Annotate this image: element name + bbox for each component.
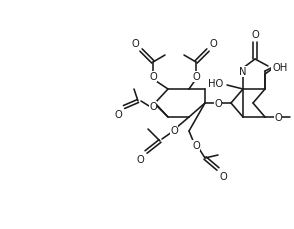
Text: O: O [136,154,144,164]
Text: O: O [220,171,228,181]
Text: O: O [131,39,139,49]
Text: O: O [251,30,259,40]
Text: OH: OH [272,65,287,75]
Text: N: N [239,67,247,77]
Text: HO: HO [208,79,223,89]
Text: O: O [214,98,222,109]
Text: O: O [210,39,218,49]
Text: O: O [149,101,157,112]
Text: OH: OH [273,63,288,73]
Text: O: O [192,72,200,82]
Text: O: O [114,109,122,120]
Text: O: O [149,72,157,82]
Text: O: O [274,112,282,123]
Text: O: O [170,125,178,135]
Text: O: O [192,140,200,150]
